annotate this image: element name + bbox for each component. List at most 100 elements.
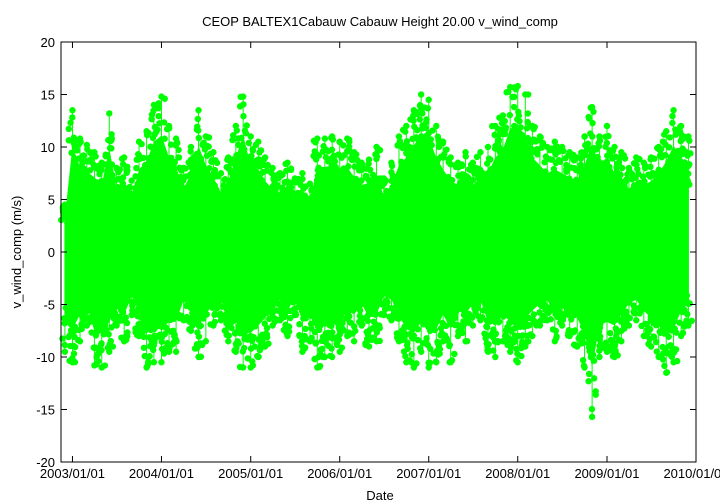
data-point [625, 194, 633, 202]
data-point [485, 341, 492, 348]
data-point [148, 111, 156, 118]
data-point [282, 179, 289, 186]
data-point [241, 127, 249, 134]
data-point [221, 295, 228, 302]
data-point [587, 343, 595, 350]
data-point [496, 144, 503, 152]
data-point-max [551, 138, 559, 145]
data-point-max [514, 82, 521, 90]
data-point [194, 115, 202, 123]
data-point-max [596, 133, 603, 140]
data-point [596, 342, 603, 350]
data-point [335, 320, 342, 328]
data-point [686, 300, 693, 307]
data-point [619, 164, 626, 172]
data-point [216, 200, 224, 207]
data-point-max [358, 159, 365, 166]
data-point-max [395, 133, 403, 140]
data-point [259, 331, 266, 339]
x-tick-label: 2006/01/01 [307, 466, 372, 481]
data-point [661, 174, 668, 182]
data-point [359, 191, 366, 198]
data-point [151, 325, 158, 333]
data-point [302, 325, 309, 333]
data-point [654, 169, 661, 177]
data-point [594, 157, 602, 164]
data-point [381, 285, 388, 292]
data-point [613, 164, 620, 171]
data-point [164, 340, 171, 347]
data-point [322, 338, 329, 346]
data-point-min [143, 364, 150, 371]
data-point-max [388, 159, 395, 166]
data-point [427, 136, 435, 143]
data-point [329, 329, 336, 336]
data-point-min [640, 332, 648, 340]
data-point [273, 288, 281, 296]
y-tick-label: 0 [48, 245, 55, 260]
data-point-min [685, 322, 692, 329]
data-point [150, 339, 158, 347]
data-point-min [625, 322, 633, 329]
data-point [444, 188, 451, 195]
data-point [237, 152, 244, 159]
x-axis-label: Date [366, 488, 393, 503]
data-point [292, 285, 299, 292]
data-point-max [91, 149, 98, 156]
data-point [140, 154, 147, 162]
x-tick-label: 2007/01/01 [396, 466, 461, 481]
data-point [298, 197, 305, 204]
data-point-min [61, 348, 69, 355]
data-point [573, 176, 580, 183]
data-point-min [210, 322, 217, 329]
data-point [92, 344, 100, 351]
data-point [495, 138, 502, 146]
data-point [70, 342, 77, 350]
data-point [359, 300, 366, 308]
data-point [108, 137, 115, 144]
y-axis: -20 -15 -10 -5 0 5 10 15 20 [36, 35, 696, 470]
data-point-max [380, 175, 388, 182]
data-point [133, 309, 141, 316]
data-point [94, 327, 102, 335]
data-point [456, 181, 463, 188]
data-point [579, 356, 587, 364]
data-point [204, 166, 211, 173]
data-point [495, 305, 503, 312]
data-point [355, 167, 363, 174]
x-tick-label: 2003/01/01 [40, 466, 105, 481]
data-point [243, 122, 250, 129]
data-point [106, 341, 113, 348]
data-point-min [558, 322, 566, 329]
data-point [524, 110, 532, 117]
data-point [83, 174, 91, 181]
data-point [681, 159, 688, 166]
data-point [377, 201, 385, 209]
data-point [180, 185, 188, 192]
data-point [555, 156, 563, 164]
data-point-min [195, 353, 202, 361]
data-point-min [239, 364, 247, 371]
data-point-max [588, 103, 596, 111]
data-point [615, 159, 623, 166]
data-point [162, 155, 170, 163]
data-point [346, 143, 353, 151]
data-point-min [522, 343, 529, 350]
data-point [427, 345, 434, 352]
data-point [123, 319, 131, 327]
data-point [622, 317, 629, 324]
data-point [369, 171, 377, 179]
data-point [623, 298, 630, 305]
data-point-min [172, 348, 180, 355]
data-point [207, 181, 214, 188]
data-point [458, 162, 466, 170]
data-point [331, 158, 339, 165]
data-point [494, 163, 501, 170]
data-point [592, 391, 599, 398]
data-point [234, 340, 241, 347]
data-point [110, 304, 118, 312]
data-point-min [544, 317, 551, 324]
data-point [109, 172, 116, 179]
data-point-min [647, 343, 655, 350]
data-point [524, 134, 532, 142]
